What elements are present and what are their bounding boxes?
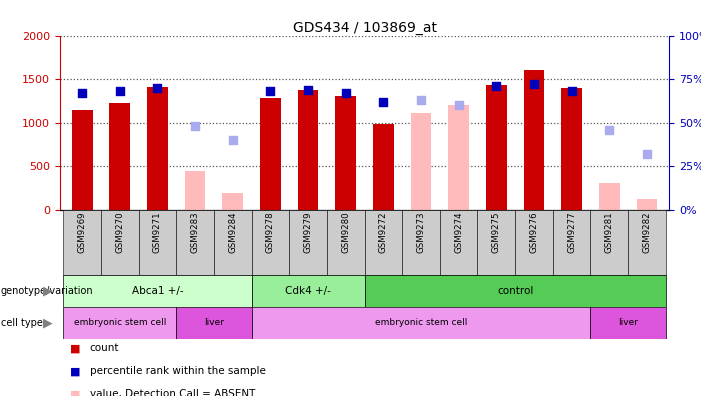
Point — [378, 99, 389, 105]
Text: Cdk4 +/-: Cdk4 +/- — [285, 286, 331, 296]
Text: ■: ■ — [70, 343, 81, 354]
Text: GSM9281: GSM9281 — [605, 212, 613, 253]
Title: GDS434 / 103869_at: GDS434 / 103869_at — [292, 21, 437, 34]
Bar — [298, 89, 318, 210]
Text: GSM9279: GSM9279 — [304, 212, 313, 253]
Text: liver: liver — [618, 318, 638, 327]
Bar — [101, 210, 139, 275]
Text: count: count — [90, 343, 119, 354]
Point — [340, 90, 351, 96]
Text: Abca1 +/-: Abca1 +/- — [132, 286, 183, 296]
Text: cell type: cell type — [1, 318, 43, 328]
Bar — [252, 275, 365, 307]
Text: GSM9282: GSM9282 — [642, 212, 651, 253]
Bar — [290, 210, 327, 275]
Bar — [524, 70, 544, 210]
Point — [189, 123, 200, 129]
Bar — [139, 210, 176, 275]
Text: ▶: ▶ — [43, 316, 53, 329]
Bar — [327, 210, 365, 275]
Text: GSM9277: GSM9277 — [567, 212, 576, 253]
Text: value, Detection Call = ABSENT: value, Detection Call = ABSENT — [90, 389, 255, 396]
Point — [529, 81, 540, 88]
Bar — [222, 193, 243, 210]
Point — [265, 88, 276, 95]
Bar — [260, 98, 281, 210]
Bar — [486, 85, 507, 210]
Text: GSM9276: GSM9276 — [529, 212, 538, 253]
Bar — [365, 210, 402, 275]
Text: GSM9274: GSM9274 — [454, 212, 463, 253]
Point — [114, 88, 125, 95]
Text: GSM9280: GSM9280 — [341, 212, 350, 253]
Bar — [590, 307, 666, 339]
Text: percentile rank within the sample: percentile rank within the sample — [90, 366, 266, 377]
Bar — [628, 210, 666, 275]
Bar — [411, 113, 431, 210]
Text: GSM9283: GSM9283 — [191, 212, 200, 253]
Point — [152, 85, 163, 91]
Text: GSM9284: GSM9284 — [229, 212, 237, 253]
Bar — [335, 96, 356, 210]
Text: GSM9270: GSM9270 — [116, 212, 124, 253]
Text: embryonic stem cell: embryonic stem cell — [74, 318, 166, 327]
Text: embryonic stem cell: embryonic stem cell — [375, 318, 467, 327]
Text: ▶: ▶ — [43, 285, 53, 297]
Text: GSM9272: GSM9272 — [379, 212, 388, 253]
Text: GSM9269: GSM9269 — [78, 212, 87, 253]
Bar — [214, 210, 252, 275]
Bar — [515, 210, 553, 275]
Text: liver: liver — [204, 318, 224, 327]
Bar — [147, 87, 168, 210]
Text: genotype/variation: genotype/variation — [1, 286, 93, 296]
Bar — [599, 183, 620, 210]
Text: GSM9275: GSM9275 — [492, 212, 501, 253]
Bar — [590, 210, 628, 275]
Point — [302, 86, 313, 93]
Text: GSM9271: GSM9271 — [153, 212, 162, 253]
Bar — [252, 210, 290, 275]
Bar — [477, 210, 515, 275]
Bar — [448, 105, 469, 210]
Bar — [637, 198, 658, 210]
Bar — [553, 210, 590, 275]
Point — [453, 102, 464, 109]
Bar — [109, 103, 130, 210]
Bar — [562, 88, 582, 210]
Bar — [63, 275, 252, 307]
Bar — [63, 210, 101, 275]
Bar — [185, 171, 205, 210]
Bar — [373, 124, 394, 210]
Text: GSM9278: GSM9278 — [266, 212, 275, 253]
Bar — [72, 110, 93, 210]
Point — [416, 97, 427, 103]
Text: ■: ■ — [70, 366, 81, 377]
Bar — [440, 210, 477, 275]
Point — [604, 127, 615, 133]
Bar — [365, 275, 666, 307]
Point — [227, 137, 238, 143]
Bar — [176, 307, 252, 339]
Point — [566, 88, 577, 95]
Text: GSM9273: GSM9273 — [416, 212, 426, 253]
Point — [641, 151, 653, 157]
Bar — [176, 210, 214, 275]
Text: control: control — [497, 286, 533, 296]
Bar — [252, 307, 590, 339]
Bar — [63, 307, 176, 339]
Text: ■: ■ — [70, 389, 81, 396]
Point — [76, 90, 88, 96]
Bar — [402, 210, 440, 275]
Point — [491, 83, 502, 89]
